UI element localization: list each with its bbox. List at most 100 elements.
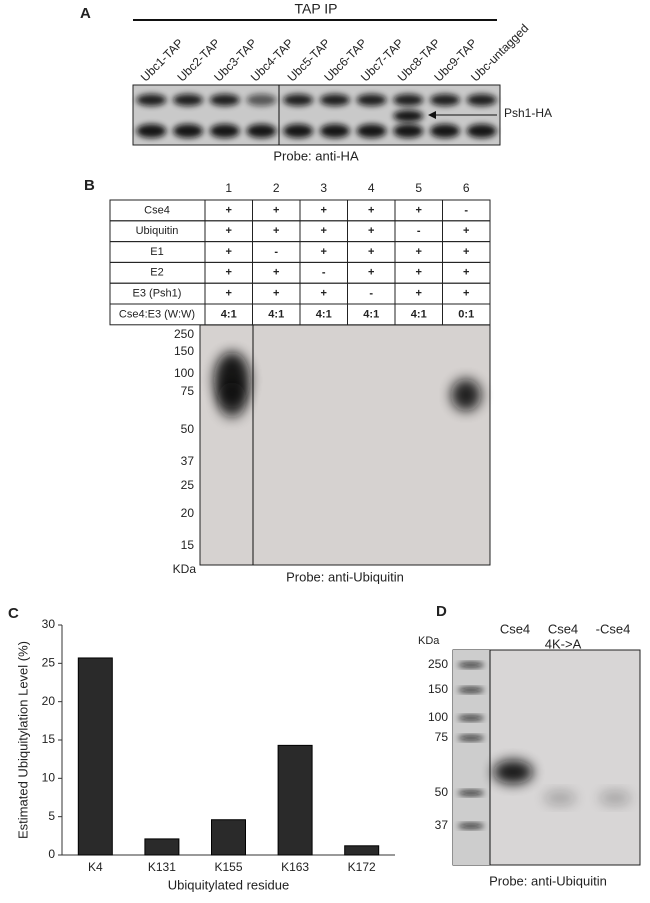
marker-label: 50 <box>181 422 195 436</box>
band <box>209 94 240 106</box>
bar <box>144 838 180 856</box>
cell: + <box>321 204 327 216</box>
band <box>458 735 484 741</box>
row-label: E3 (Psh1) <box>133 288 182 300</box>
marker-label: 15 <box>181 538 195 552</box>
band <box>458 823 484 829</box>
cell: + <box>321 246 327 258</box>
bar <box>211 819 246 856</box>
cell: + <box>416 204 422 216</box>
cell: 4:1 <box>411 308 427 320</box>
lane-number: 4 <box>368 181 375 195</box>
band <box>429 94 460 106</box>
cell: 4:1 <box>316 308 332 320</box>
cell: + <box>226 267 232 279</box>
marker-label: 100 <box>428 710 448 724</box>
y-axis-label: Estimated Ubiquitylation Level (%) <box>15 641 30 839</box>
band <box>458 715 484 721</box>
cell: + <box>368 246 374 258</box>
marker-label: 37 <box>435 818 449 832</box>
row-label: Ubiquitin <box>136 225 179 237</box>
marker-label: 75 <box>435 730 449 744</box>
cell: + <box>273 204 279 216</box>
x-tick-label: K155 <box>214 860 242 874</box>
cell: + <box>463 288 469 300</box>
cell: + <box>226 204 232 216</box>
band <box>458 790 484 796</box>
y-tick-label: 15 <box>42 732 56 746</box>
row-label: Cse4:E3 (W:W) <box>119 308 195 320</box>
lane-label: Cse4 <box>548 621 578 636</box>
band <box>218 382 246 418</box>
y-tick-label: 20 <box>42 694 56 708</box>
band <box>429 124 460 138</box>
bar <box>77 657 113 856</box>
cell: + <box>273 267 279 279</box>
band <box>493 760 533 784</box>
band <box>173 124 204 138</box>
lane-label: Cse4 <box>500 621 530 636</box>
lane-number: 5 <box>415 181 422 195</box>
panel-label: B <box>84 177 95 194</box>
row-label: E1 <box>150 246 163 258</box>
bar <box>344 845 380 856</box>
x-tick-label: K4 <box>88 860 103 874</box>
cell: - <box>464 204 468 216</box>
band <box>599 791 631 805</box>
cell: 4:1 <box>268 308 284 320</box>
x-tick-label: K131 <box>148 860 176 874</box>
cell: + <box>368 225 374 237</box>
x-tick-label: K163 <box>281 860 309 874</box>
cell: 4:1 <box>221 308 237 320</box>
cell: + <box>463 225 469 237</box>
cell: + <box>321 288 327 300</box>
x-axis-label: Ubiquitylated residue <box>168 877 289 892</box>
cell: + <box>273 225 279 237</box>
band <box>393 124 424 138</box>
cell: 0:1 <box>458 308 474 320</box>
probe: Probe: anti-Ubiquitin <box>489 873 607 888</box>
header: TAP IP <box>294 1 337 17</box>
unit: KDa <box>418 635 440 647</box>
band <box>319 94 350 106</box>
band <box>356 124 387 138</box>
band <box>458 687 484 693</box>
y-tick-label: 0 <box>48 847 55 861</box>
arrow-head <box>428 111 436 119</box>
band <box>283 94 314 106</box>
cell: + <box>368 267 374 279</box>
marker-label: 250 <box>428 657 448 671</box>
cell: + <box>416 267 422 279</box>
bar <box>277 744 313 856</box>
lane-number: 3 <box>320 181 327 195</box>
cell: + <box>368 204 374 216</box>
band <box>136 94 167 106</box>
lane-label: Ubc-untagged <box>468 21 531 84</box>
marker-label: 20 <box>181 506 195 520</box>
marker-label: 250 <box>174 327 194 341</box>
band <box>246 94 277 106</box>
lane-label: -Cse4 <box>596 621 631 636</box>
lane-number: 2 <box>273 181 280 195</box>
band <box>356 94 387 106</box>
lane-number: 1 <box>225 181 232 195</box>
band <box>173 94 204 106</box>
ladder-lane <box>453 650 490 865</box>
lane-number: 6 <box>463 181 470 195</box>
marker-label: 37 <box>181 454 195 468</box>
band <box>283 124 314 138</box>
probe: Probe: anti-Ubiquitin <box>286 569 404 584</box>
y-tick-label: 30 <box>42 617 56 631</box>
band <box>451 379 481 411</box>
marker-label: 25 <box>181 478 195 492</box>
marker-label: 100 <box>174 366 194 380</box>
band <box>246 124 277 138</box>
cell: + <box>416 288 422 300</box>
panel-label: C <box>8 605 19 622</box>
row-label: E2 <box>150 267 163 279</box>
band <box>136 124 167 138</box>
y-tick-label: 5 <box>48 809 55 823</box>
marker-label: 150 <box>174 344 194 358</box>
